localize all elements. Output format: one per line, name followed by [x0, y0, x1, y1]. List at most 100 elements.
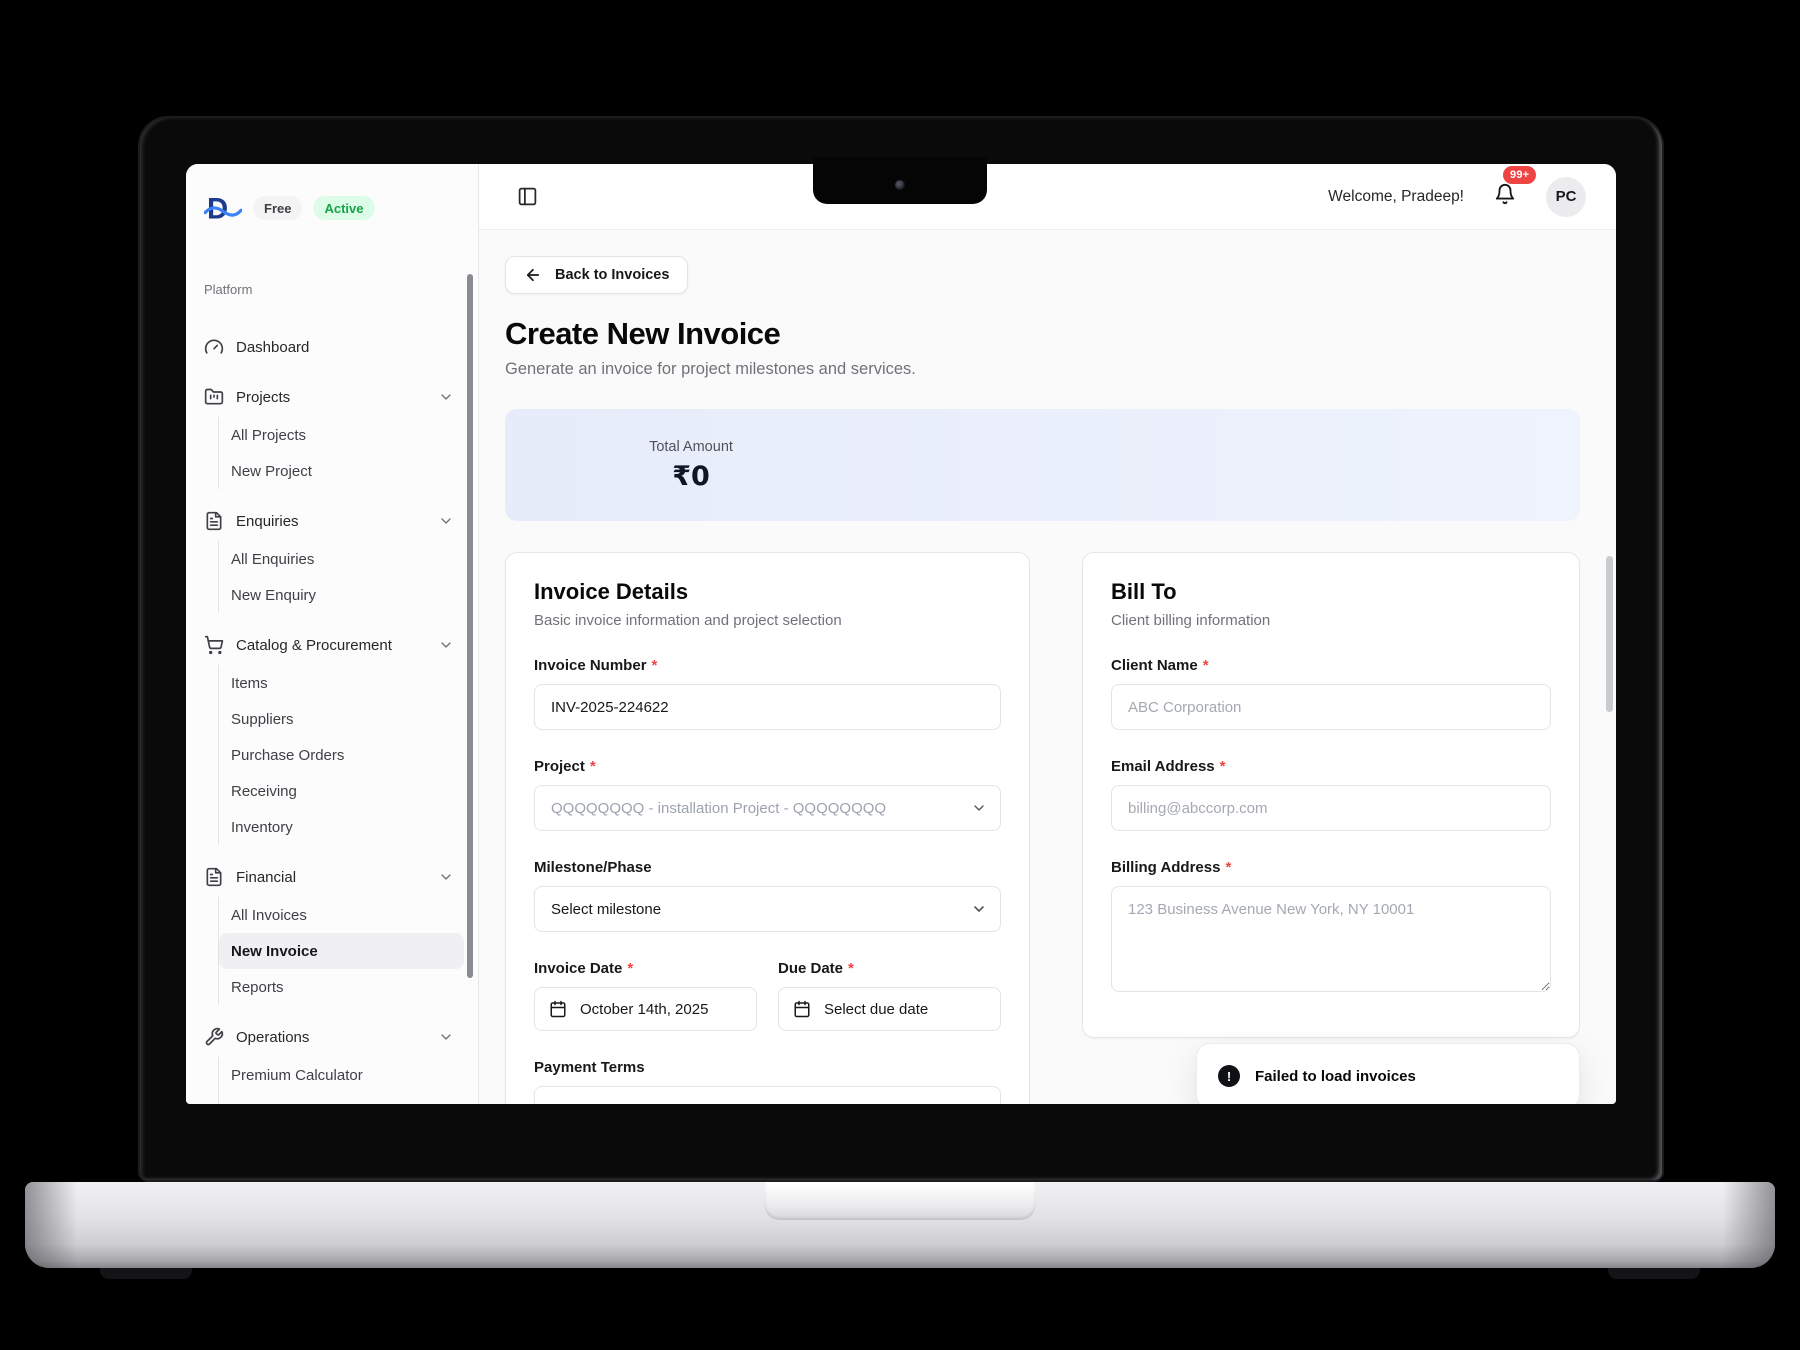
sidebar-toggle-icon[interactable]: [517, 186, 538, 207]
file-text-icon: [206, 511, 222, 531]
webcam-dot: [895, 180, 905, 190]
email-address-label: Email Address *: [1111, 758, 1226, 775]
milestone-label: Milestone/Phase: [534, 859, 652, 876]
client-name-input[interactable]: [1111, 684, 1551, 730]
back-to-invoices-button[interactable]: Back to Invoices: [505, 256, 689, 294]
toast-failed-to-load[interactable]: ! Failed to load invoices: [1196, 1043, 1580, 1104]
laptop-lid-notch: [764, 1182, 1036, 1220]
chevron-down-icon: [441, 1034, 451, 1040]
required-marker: *: [651, 657, 658, 674]
sidebar-item-inventory[interactable]: Inventory: [231, 818, 293, 836]
sidebar-item-operations[interactable]: Operations: [200, 1019, 464, 1055]
sidebar-nav: Dashboard Projects All Projects: [200, 329, 464, 1104]
toast-message: Failed to load invoices: [1255, 1067, 1416, 1085]
calendar-icon: [550, 1000, 566, 1018]
sidebar-item-projects[interactable]: Projects: [200, 379, 464, 415]
laptop-foot: [1608, 1268, 1700, 1279]
invoice-details-title: Invoice Details: [534, 579, 689, 604]
required-marker: *: [1225, 859, 1232, 876]
milestone-select[interactable]: Select milestone: [534, 886, 1001, 932]
calendar-icon: [794, 1000, 810, 1018]
status-badge: Active: [313, 196, 375, 220]
sidebar-scrollbar[interactable]: [467, 274, 473, 978]
total-amount-value: ₹0: [672, 460, 710, 492]
arrow-left-icon: [526, 268, 540, 282]
payment-terms-label: Payment Terms: [534, 1059, 645, 1076]
page-subtitle: Generate an invoice for project mileston…: [505, 360, 916, 378]
project-label: Project *: [534, 758, 596, 775]
chevron-down-icon: [974, 906, 984, 912]
sidebar-section-label: Platform: [204, 282, 253, 297]
notifications-button[interactable]: 99+: [1494, 166, 1537, 210]
sidebar-item-premium-calculator[interactable]: Premium Calculator: [231, 1066, 363, 1084]
app-window: D Free Active Platform Dashboard: [186, 164, 1616, 1104]
main-content: Back to Invoices Create New Invoice Gene…: [479, 230, 1616, 1104]
billing-address-label: Billing Address *: [1111, 859, 1232, 876]
folder-kanban-icon: [204, 388, 224, 405]
sidebar-item-all-invoices[interactable]: All Invoices: [231, 906, 307, 924]
laptop-foot: [100, 1268, 192, 1279]
sidebar-item-label: Projects: [236, 388, 291, 406]
sidebar-item-catalog-procurement[interactable]: Catalog & Procurement: [200, 627, 464, 663]
sidebar-item-new-invoice[interactable]: New Invoice: [219, 933, 464, 969]
invoice-number-input[interactable]: [534, 684, 1001, 730]
sidebar-item-new-project[interactable]: New Project: [231, 462, 312, 480]
wrench-icon: [205, 1027, 224, 1046]
required-marker: *: [848, 960, 854, 977]
topbar: Welcome, Pradeep! 99+ PC: [479, 164, 1616, 230]
chevron-down-icon: [441, 394, 451, 400]
bill-to-card: Bill To Client billing information Clien…: [1082, 552, 1580, 1038]
invoice-details-subtitle: Basic invoice information and project se…: [534, 612, 842, 629]
chevron-down-icon: [441, 518, 451, 524]
alert-icon: !: [1218, 1065, 1240, 1087]
bill-to-subtitle: Client billing information: [1111, 612, 1271, 629]
payment-terms-input[interactable]: [534, 1086, 1001, 1104]
required-marker: *: [589, 758, 596, 775]
due-date-label: Due Date *: [778, 960, 854, 977]
sidebar-item-suppliers[interactable]: Suppliers: [231, 710, 294, 728]
invoice-details-card: Invoice Details Basic invoice informatio…: [505, 552, 1030, 1104]
sidebar-item-enquiries[interactable]: Enquiries: [200, 503, 464, 539]
laptop-notch: [813, 158, 987, 204]
required-marker: *: [1202, 657, 1209, 674]
avatar[interactable]: PC: [1546, 176, 1586, 217]
chevron-down-icon: [441, 642, 451, 648]
sidebar-item-financial[interactable]: Financial: [200, 859, 464, 895]
project-select[interactable]: QQQQQQQQ - installation Project - QQQQQQ…: [534, 785, 1001, 831]
sidebar-item-label: Dashboard: [236, 338, 310, 356]
due-date-picker[interactable]: Select due date: [778, 987, 1001, 1031]
bill-to-title: Bill To: [1111, 579, 1177, 604]
sidebar-item-new-enquiry[interactable]: New Enquiry: [231, 586, 317, 604]
gauge-icon: [204, 339, 224, 354]
billing-address-textarea[interactable]: [1111, 886, 1551, 992]
invoice-date-picker[interactable]: October 14th, 2025: [534, 987, 757, 1031]
chevron-down-icon: [974, 805, 984, 811]
sidebar-item-label: Catalog & Procurement: [236, 636, 392, 654]
total-amount-card: Total Amount ₹0: [505, 409, 1580, 521]
sidebar-item-label: Enquiries: [236, 512, 299, 530]
sidebar-item-dashboard[interactable]: Dashboard: [200, 329, 464, 365]
cart-icon: [204, 635, 224, 655]
sidebar-item-items[interactable]: Items: [231, 674, 268, 692]
invoice-number-label: Invoice Number *: [534, 657, 658, 674]
email-address-input[interactable]: [1111, 785, 1551, 831]
sidebar-item-label: Financial: [236, 868, 297, 886]
sidebar-item-all-enquiries[interactable]: All Enquiries: [231, 550, 315, 568]
page-title: Create New Invoice: [505, 316, 781, 351]
bell-icon: [1495, 184, 1515, 205]
sidebar: D Free Active Platform Dashboard: [186, 164, 479, 1104]
content-scrollbar[interactable]: [1606, 556, 1613, 712]
required-marker: *: [627, 960, 634, 977]
sidebar-item-all-projects[interactable]: All Projects: [231, 426, 307, 444]
laptop-base: [25, 1182, 1775, 1268]
required-marker: *: [1219, 758, 1226, 775]
laptop-screen: D Free Active Platform Dashboard: [140, 118, 1662, 1180]
plan-badge: Free: [253, 196, 303, 220]
sidebar-item-maintenance[interactable]: Maintenance: [219, 1093, 464, 1105]
welcome-text: Welcome, Pradeep!: [1328, 187, 1464, 205]
sidebar-item-purchase-orders[interactable]: Purchase Orders: [231, 746, 345, 764]
invoice-date-label: Invoice Date *: [534, 960, 634, 977]
sidebar-item-receiving[interactable]: Receiving: [231, 782, 297, 800]
sidebar-item-reports[interactable]: Reports: [231, 978, 284, 996]
